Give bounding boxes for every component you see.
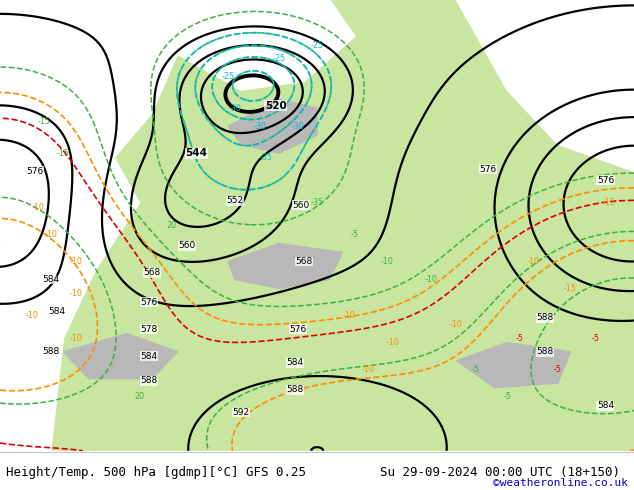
Text: 584: 584 [597,401,614,410]
Text: 568: 568 [143,268,161,277]
Text: 20: 20 [166,221,176,230]
Text: Su 29-09-2024 00:00 UTC (18+150): Su 29-09-2024 00:00 UTC (18+150) [380,466,621,479]
Text: -10: -10 [70,334,82,343]
Text: -10: -10 [450,320,463,329]
Polygon shape [0,158,139,451]
Text: -10: -10 [425,275,437,284]
Text: -10: -10 [342,311,355,320]
Text: 560: 560 [292,200,310,210]
Text: -10: -10 [44,230,57,239]
Text: 20: 20 [134,392,145,401]
Text: 588: 588 [536,313,554,322]
Text: 568: 568 [295,257,313,266]
Text: -10: -10 [361,365,374,374]
Text: 584: 584 [48,307,66,316]
Polygon shape [63,334,178,379]
Polygon shape [114,0,355,90]
Text: -5: -5 [351,230,359,239]
Text: 588: 588 [536,347,554,356]
Text: -10: -10 [25,311,38,320]
Text: -30: -30 [228,104,241,113]
Text: -10: -10 [526,257,539,266]
Text: 520: 520 [265,101,287,111]
Text: -25: -25 [311,41,323,49]
Text: 588: 588 [42,347,60,356]
Text: 576: 576 [140,297,158,307]
Text: -30: -30 [254,122,266,131]
Text: 592: 592 [232,408,250,417]
Text: 576: 576 [479,165,497,173]
Text: -15: -15 [564,284,577,293]
Text: 560: 560 [178,241,196,250]
Text: -5: -5 [516,334,524,343]
Polygon shape [0,0,178,248]
Polygon shape [228,99,317,153]
Text: -10: -10 [387,338,399,347]
Text: 576: 576 [597,176,614,185]
Text: 544: 544 [186,148,207,158]
Polygon shape [456,0,634,172]
Text: -5: -5 [472,365,479,374]
Text: -10: -10 [70,289,82,297]
Text: 576: 576 [26,167,44,176]
Text: 552: 552 [226,196,243,205]
Text: -5: -5 [554,365,562,374]
Text: 576: 576 [289,324,307,334]
Text: -15: -15 [57,149,70,158]
Text: -10: -10 [70,257,82,266]
Polygon shape [228,244,342,289]
Text: -10: -10 [32,203,44,212]
Text: 578: 578 [140,324,158,334]
Text: -10: -10 [380,257,393,266]
Text: -5: -5 [503,392,511,401]
Text: 584: 584 [140,352,158,361]
Text: -30: -30 [292,122,304,131]
Text: Height/Temp. 500 hPa [gdmp][°C] GFS 0.25: Height/Temp. 500 hPa [gdmp][°C] GFS 0.25 [6,466,306,479]
Text: -35: -35 [260,153,273,162]
Text: -25: -25 [273,54,285,63]
Text: -5: -5 [592,334,600,343]
Text: -15: -15 [38,117,51,126]
Text: 584: 584 [286,358,304,368]
Text: 588: 588 [286,386,304,394]
Text: -35: -35 [311,198,323,207]
Polygon shape [456,343,571,388]
Text: -25: -25 [222,72,235,81]
Text: -15: -15 [602,198,615,207]
Text: 584: 584 [42,275,60,284]
Text: 588: 588 [140,376,158,386]
Text: ©weatheronline.co.uk: ©weatheronline.co.uk [493,478,628,488]
